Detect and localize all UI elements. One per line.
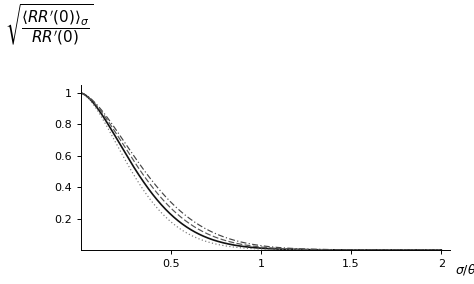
X-axis label: $\sigma / \theta_{\xi}$: $\sigma / \theta_{\xi}$ [456, 263, 474, 281]
Text: $\sqrt{\dfrac{\langle RR'(0)\rangle_{\sigma}}{RR'(0)}}$: $\sqrt{\dfrac{\langle RR'(0)\rangle_{\si… [5, 3, 93, 48]
